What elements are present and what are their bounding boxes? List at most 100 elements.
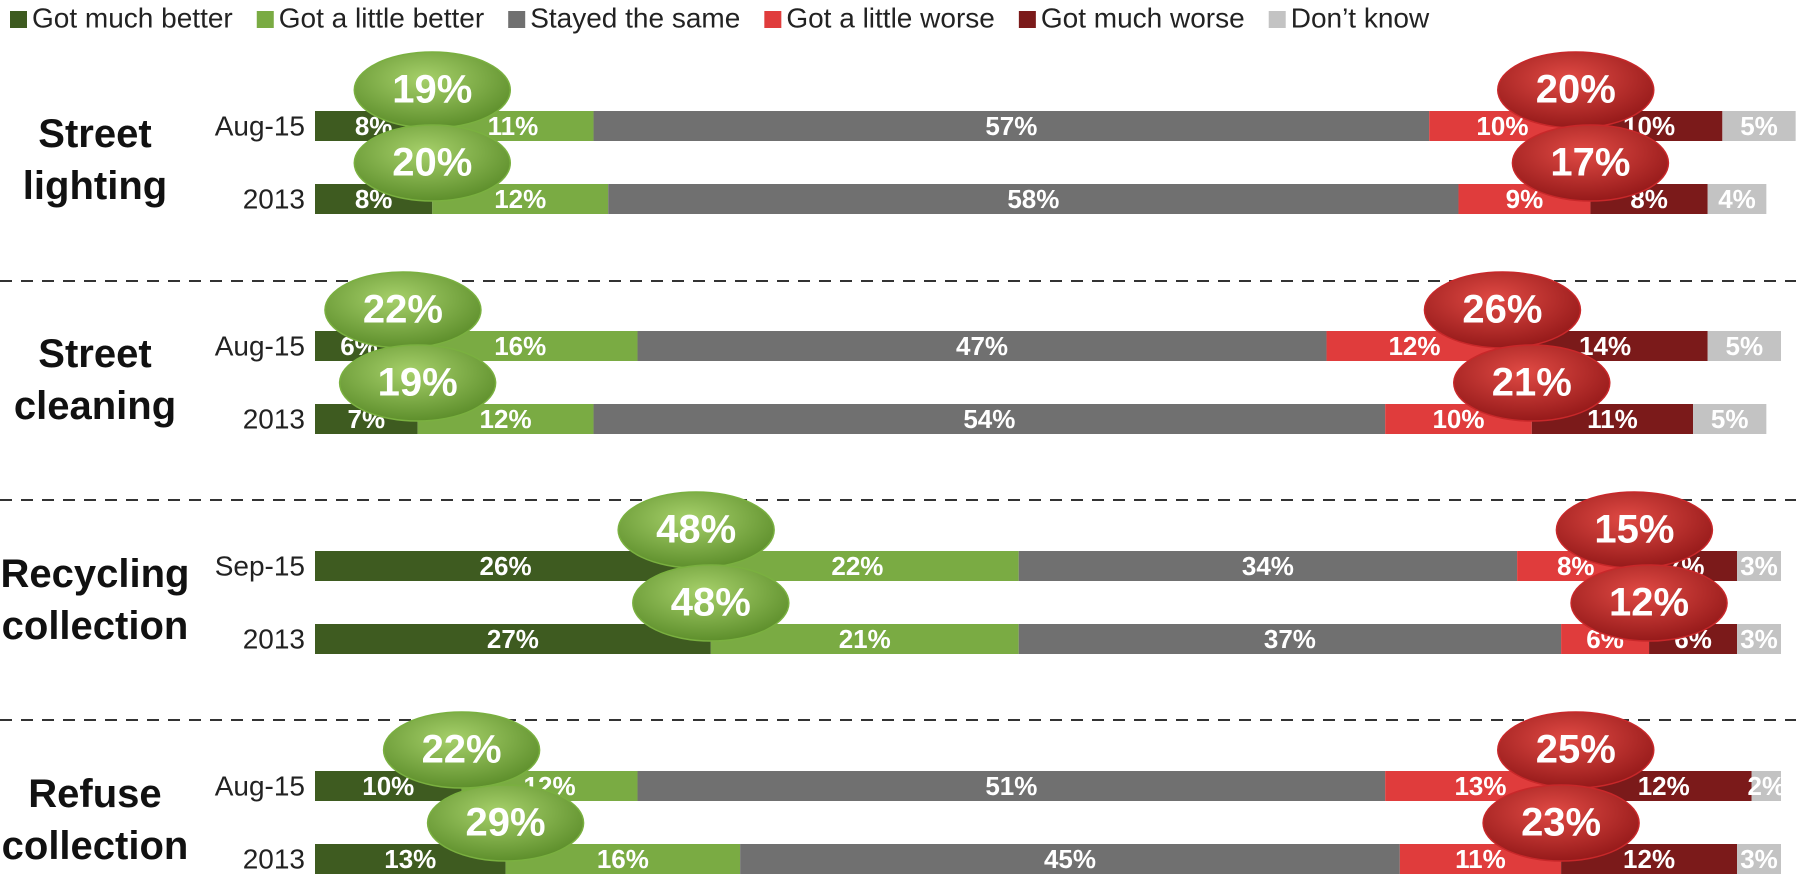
bubble-label: 21% xyxy=(1492,361,1572,405)
bubble xyxy=(338,344,497,422)
bubble xyxy=(632,564,790,642)
bar-segment xyxy=(637,331,1327,361)
bubble xyxy=(382,711,541,789)
bubble xyxy=(1453,344,1611,422)
row-label: Sep-15 xyxy=(215,550,305,581)
row-label: 2013 xyxy=(243,623,305,654)
bar-segment xyxy=(1737,624,1781,654)
value-label: 3% xyxy=(1740,624,1778,654)
bubble-label: 22% xyxy=(363,288,443,332)
value-label: 54% xyxy=(963,404,1015,434)
bar-segment xyxy=(1707,331,1781,361)
bubble xyxy=(426,784,585,862)
value-label: 26% xyxy=(480,551,532,581)
bar-segment xyxy=(1737,551,1781,581)
value-label: 11% xyxy=(1587,404,1638,434)
bar-segment xyxy=(315,624,711,654)
bubble-label: 19% xyxy=(378,361,458,405)
legend-label: Got much better xyxy=(32,2,233,33)
legend-swatch xyxy=(1268,11,1286,28)
bubble xyxy=(1482,784,1640,862)
group-label: lighting xyxy=(23,164,167,208)
bubble xyxy=(1511,124,1670,202)
group-label: Recycling xyxy=(1,552,190,596)
value-label: 12% xyxy=(1388,331,1440,361)
value-label: 13% xyxy=(384,844,436,874)
bar-segment xyxy=(1722,111,1796,141)
value-label: 11% xyxy=(488,111,539,141)
group-label: Street xyxy=(38,112,151,156)
bar-segment xyxy=(740,844,1400,874)
value-label: 47% xyxy=(956,331,1008,361)
legend-label: Got a little worse xyxy=(786,2,995,33)
bubble-label: 12% xyxy=(1609,581,1689,625)
legend-label: Stayed the same xyxy=(530,2,740,33)
legend-swatch xyxy=(10,11,27,28)
value-label: 11% xyxy=(1455,844,1506,874)
legend-swatch xyxy=(508,11,526,28)
legend-swatch xyxy=(256,11,274,28)
value-label: 58% xyxy=(1007,184,1059,214)
bubble-label: 20% xyxy=(1536,68,1616,112)
row-label: 2013 xyxy=(243,183,305,214)
value-label: 12% xyxy=(1623,844,1675,874)
bubble-label: 15% xyxy=(1594,508,1674,552)
row-label: Aug-15 xyxy=(215,330,305,361)
bubble-label: 29% xyxy=(466,801,546,845)
bubble-label: 20% xyxy=(392,141,472,185)
value-label: 2% xyxy=(1748,771,1786,801)
group-label: collection xyxy=(2,604,189,648)
value-label: 37% xyxy=(1264,624,1316,654)
group-label: cleaning xyxy=(14,384,176,428)
bubble-label: 23% xyxy=(1521,801,1601,845)
bubble xyxy=(353,124,512,202)
value-label: 34% xyxy=(1242,551,1294,581)
legend-label: Got a little better xyxy=(279,2,484,33)
bar-segment xyxy=(637,771,1386,801)
value-label: 27% xyxy=(487,624,539,654)
bar-segment xyxy=(1707,184,1767,214)
value-label: 12% xyxy=(1638,771,1690,801)
bar-segment xyxy=(608,184,1459,214)
legend-label: Got much worse xyxy=(1041,2,1245,33)
bubble-label: 48% xyxy=(671,581,751,625)
bubble-label: 17% xyxy=(1550,141,1630,185)
legend-swatch xyxy=(1018,11,1036,28)
row-label: Aug-15 xyxy=(215,110,305,141)
bubble-label: 25% xyxy=(1536,728,1616,772)
bar-segment xyxy=(1737,844,1781,874)
row-label: 2013 xyxy=(243,843,305,874)
bubble-label: 26% xyxy=(1462,288,1542,332)
legend-swatch xyxy=(764,11,782,28)
row-label: 2013 xyxy=(243,403,305,434)
bar-segment xyxy=(593,404,1386,434)
bubble-label: 19% xyxy=(392,68,472,112)
bubble xyxy=(1570,564,1728,642)
value-label: 5% xyxy=(1740,111,1778,141)
group-label: Street xyxy=(38,332,151,376)
value-label: 13% xyxy=(1454,771,1506,801)
value-label: 12% xyxy=(480,404,532,434)
bar-segment xyxy=(315,551,697,581)
value-label: 3% xyxy=(1740,551,1778,581)
value-label: 45% xyxy=(1044,844,1096,874)
value-label: 5% xyxy=(1726,331,1764,361)
bar-segment xyxy=(1751,771,1781,801)
bar-segment xyxy=(593,111,1430,141)
value-label: 16% xyxy=(494,331,546,361)
legend-label: Don’t know xyxy=(1291,2,1430,33)
value-label: 5% xyxy=(1711,404,1749,434)
value-label: 4% xyxy=(1718,184,1756,214)
value-label: 16% xyxy=(597,844,649,874)
row-label: Aug-15 xyxy=(215,770,305,801)
bubble-label: 48% xyxy=(656,508,736,552)
value-label: 22% xyxy=(831,551,883,581)
group-label: Refuse xyxy=(28,772,161,816)
value-label: 21% xyxy=(839,624,891,654)
value-label: 51% xyxy=(985,771,1037,801)
value-label: 57% xyxy=(985,111,1037,141)
bar-segment xyxy=(1693,404,1767,434)
bar-segment xyxy=(1018,551,1518,581)
value-label: 3% xyxy=(1740,844,1778,874)
